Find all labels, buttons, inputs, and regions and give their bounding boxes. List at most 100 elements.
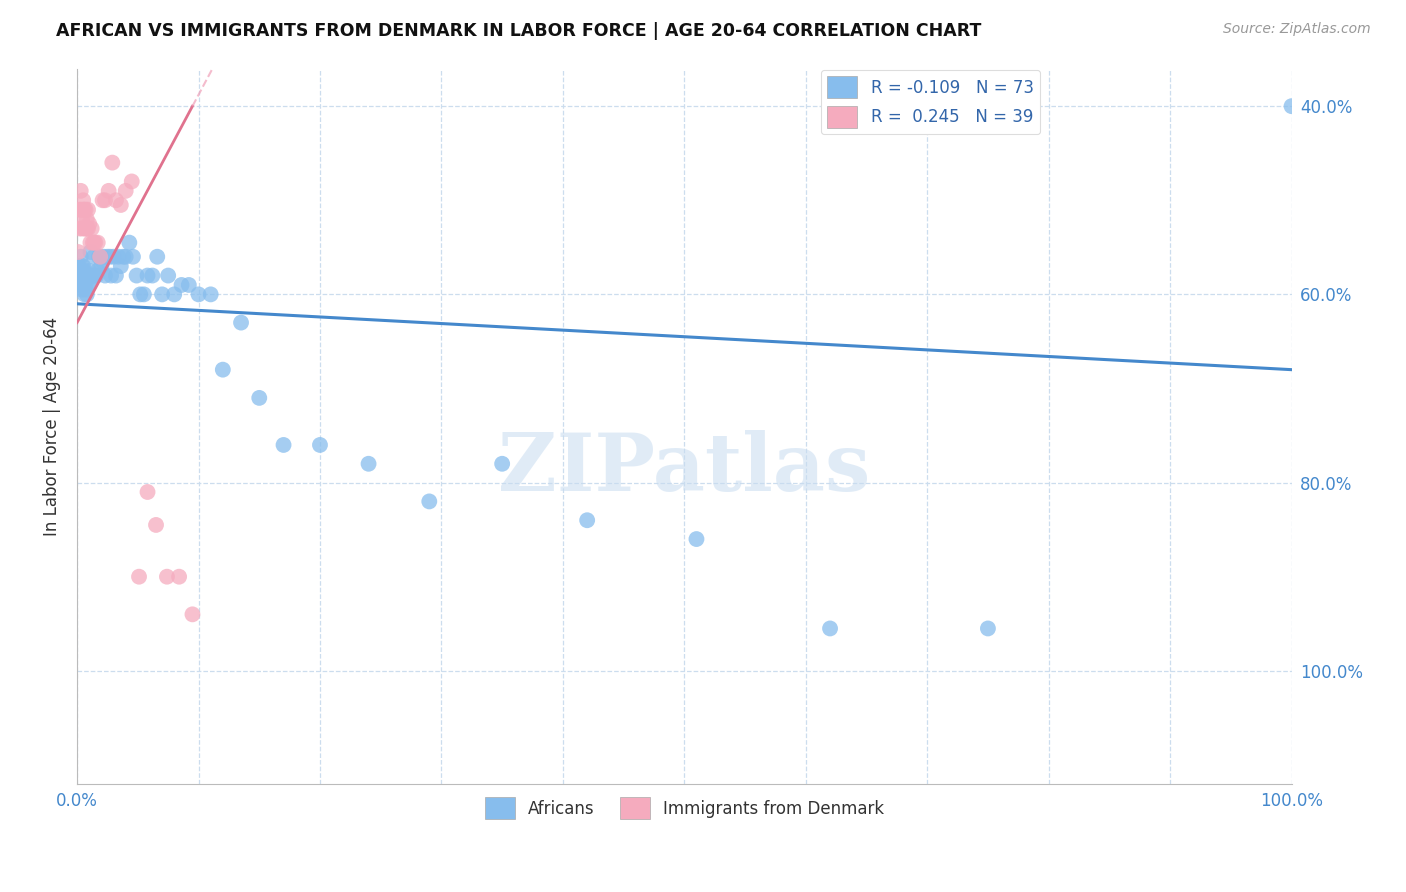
Point: [70, 212, 93, 227]
Point: [91, 194, 114, 208]
Point: [229, 316, 252, 330]
Point: [98, 250, 121, 264]
Point: [118, 235, 141, 250]
Point: [89, 250, 111, 264]
Point: [69, 268, 91, 283]
Point: [1281, 99, 1303, 113]
Point: [125, 268, 148, 283]
Point: [685, 532, 707, 546]
Point: [136, 485, 159, 500]
Point: [163, 287, 186, 301]
Point: [103, 250, 125, 264]
Point: [72, 194, 94, 208]
Point: [72, 264, 94, 278]
Point: [97, 184, 120, 198]
Point: [309, 438, 332, 452]
Point: [76, 221, 98, 235]
Point: [75, 202, 97, 217]
Point: [73, 268, 96, 283]
Point: [82, 235, 104, 250]
Point: [114, 184, 136, 198]
Point: [141, 268, 163, 283]
Point: [110, 259, 132, 273]
Point: [83, 235, 105, 250]
Point: [70, 283, 93, 297]
Point: [72, 259, 94, 273]
Point: [87, 250, 110, 264]
Point: [94, 268, 117, 283]
Point: [90, 259, 112, 273]
Text: ZIPatlas: ZIPatlas: [498, 430, 870, 508]
Point: [77, 217, 100, 231]
Point: [87, 264, 110, 278]
Point: [146, 250, 169, 264]
Point: [73, 221, 96, 235]
Point: [69, 277, 91, 292]
Point: [75, 283, 97, 297]
Point: [70, 259, 93, 273]
Point: [107, 250, 129, 264]
Point: [122, 250, 145, 264]
Point: [136, 268, 159, 283]
Point: [818, 622, 841, 636]
Point: [69, 202, 91, 217]
Point: [200, 287, 222, 301]
Point: [89, 250, 111, 264]
Point: [129, 287, 152, 301]
Point: [418, 494, 440, 508]
Point: [157, 268, 180, 283]
Point: [67, 245, 90, 260]
Point: [167, 570, 190, 584]
Point: [170, 277, 193, 292]
Point: [72, 202, 94, 217]
Point: [70, 268, 93, 283]
Point: [80, 268, 103, 283]
Point: [69, 268, 91, 283]
Point: [104, 268, 127, 283]
Point: [273, 438, 295, 452]
Point: [247, 391, 270, 405]
Point: [491, 457, 513, 471]
Point: [77, 264, 100, 278]
Point: [75, 268, 97, 283]
Point: [79, 235, 101, 250]
Point: [181, 607, 204, 622]
Point: [82, 268, 104, 283]
Point: [76, 287, 98, 301]
Point: [100, 268, 122, 283]
Point: [187, 287, 209, 301]
Point: [72, 277, 94, 292]
Point: [77, 268, 100, 283]
Point: [70, 221, 93, 235]
Text: Source: ZipAtlas.com: Source: ZipAtlas.com: [1223, 22, 1371, 37]
Point: [145, 517, 167, 532]
Point: [177, 277, 200, 292]
Point: [977, 622, 1000, 636]
Point: [76, 212, 98, 227]
Point: [94, 194, 117, 208]
Point: [69, 221, 91, 235]
Point: [77, 202, 100, 217]
Point: [104, 194, 127, 208]
Point: [96, 250, 118, 264]
Point: [101, 155, 124, 169]
Point: [77, 221, 100, 235]
Point: [76, 273, 98, 287]
Text: AFRICAN VS IMMIGRANTS FROM DENMARK IN LABOR FORCE | AGE 20-64 CORRELATION CHART: AFRICAN VS IMMIGRANTS FROM DENMARK IN LA…: [56, 22, 981, 40]
Point: [83, 250, 105, 264]
Y-axis label: In Labor Force | Age 20-64: In Labor Force | Age 20-64: [44, 317, 60, 536]
Point: [576, 513, 599, 527]
Point: [84, 235, 107, 250]
Point: [69, 184, 91, 198]
Point: [73, 202, 96, 217]
Point: [91, 254, 114, 268]
Point: [110, 198, 132, 212]
Point: [75, 221, 97, 235]
Point: [114, 250, 136, 264]
Point: [77, 277, 100, 292]
Point: [69, 250, 91, 264]
Point: [69, 202, 91, 217]
Point: [87, 235, 110, 250]
Point: [132, 287, 155, 301]
Point: [211, 362, 233, 376]
